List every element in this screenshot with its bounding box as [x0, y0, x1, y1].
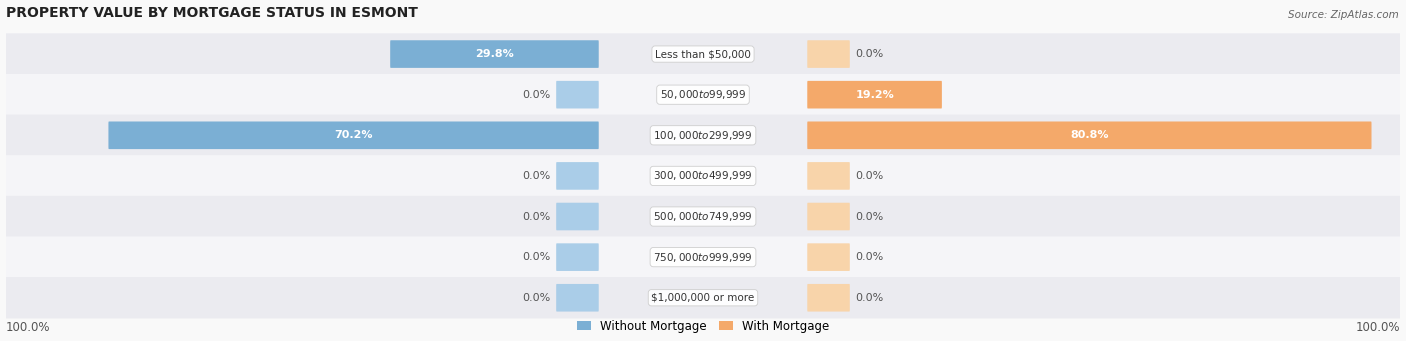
Text: 100.0%: 100.0% [6, 321, 51, 333]
FancyBboxPatch shape [807, 243, 849, 271]
Text: PROPERTY VALUE BY MORTGAGE STATUS IN ESMONT: PROPERTY VALUE BY MORTGAGE STATUS IN ESM… [6, 5, 418, 19]
FancyBboxPatch shape [6, 196, 1400, 237]
FancyBboxPatch shape [557, 203, 599, 230]
Text: 0.0%: 0.0% [855, 252, 883, 262]
Text: 0.0%: 0.0% [855, 293, 883, 303]
FancyBboxPatch shape [6, 277, 1400, 318]
FancyBboxPatch shape [557, 284, 599, 312]
FancyBboxPatch shape [807, 81, 942, 108]
FancyBboxPatch shape [6, 155, 1400, 197]
Text: $50,000 to $99,999: $50,000 to $99,999 [659, 88, 747, 101]
Text: 80.8%: 80.8% [1070, 130, 1109, 140]
FancyBboxPatch shape [6, 236, 1400, 278]
Text: 0.0%: 0.0% [855, 49, 883, 59]
FancyBboxPatch shape [557, 162, 599, 190]
Text: Less than $50,000: Less than $50,000 [655, 49, 751, 59]
FancyBboxPatch shape [807, 284, 849, 312]
FancyBboxPatch shape [108, 121, 599, 149]
Text: 0.0%: 0.0% [855, 211, 883, 222]
Legend: Without Mortgage, With Mortgage: Without Mortgage, With Mortgage [572, 315, 834, 337]
FancyBboxPatch shape [807, 162, 849, 190]
Text: 0.0%: 0.0% [523, 252, 551, 262]
FancyBboxPatch shape [391, 40, 599, 68]
Text: Source: ZipAtlas.com: Source: ZipAtlas.com [1288, 10, 1399, 20]
FancyBboxPatch shape [807, 121, 1371, 149]
Text: $500,000 to $749,999: $500,000 to $749,999 [654, 210, 752, 223]
FancyBboxPatch shape [807, 40, 849, 68]
Text: 19.2%: 19.2% [855, 90, 894, 100]
FancyBboxPatch shape [6, 33, 1400, 75]
FancyBboxPatch shape [6, 115, 1400, 156]
Text: 0.0%: 0.0% [523, 171, 551, 181]
Text: 0.0%: 0.0% [523, 211, 551, 222]
FancyBboxPatch shape [557, 243, 599, 271]
Text: 29.8%: 29.8% [475, 49, 513, 59]
FancyBboxPatch shape [807, 203, 849, 230]
Text: $1,000,000 or more: $1,000,000 or more [651, 293, 755, 303]
FancyBboxPatch shape [6, 74, 1400, 115]
Text: 100.0%: 100.0% [1355, 321, 1400, 333]
Text: 70.2%: 70.2% [335, 130, 373, 140]
Text: 0.0%: 0.0% [855, 171, 883, 181]
FancyBboxPatch shape [557, 81, 599, 108]
Text: 0.0%: 0.0% [523, 293, 551, 303]
Text: 0.0%: 0.0% [523, 90, 551, 100]
Text: $300,000 to $499,999: $300,000 to $499,999 [654, 169, 752, 182]
Text: $100,000 to $299,999: $100,000 to $299,999 [654, 129, 752, 142]
Text: $750,000 to $999,999: $750,000 to $999,999 [654, 251, 752, 264]
